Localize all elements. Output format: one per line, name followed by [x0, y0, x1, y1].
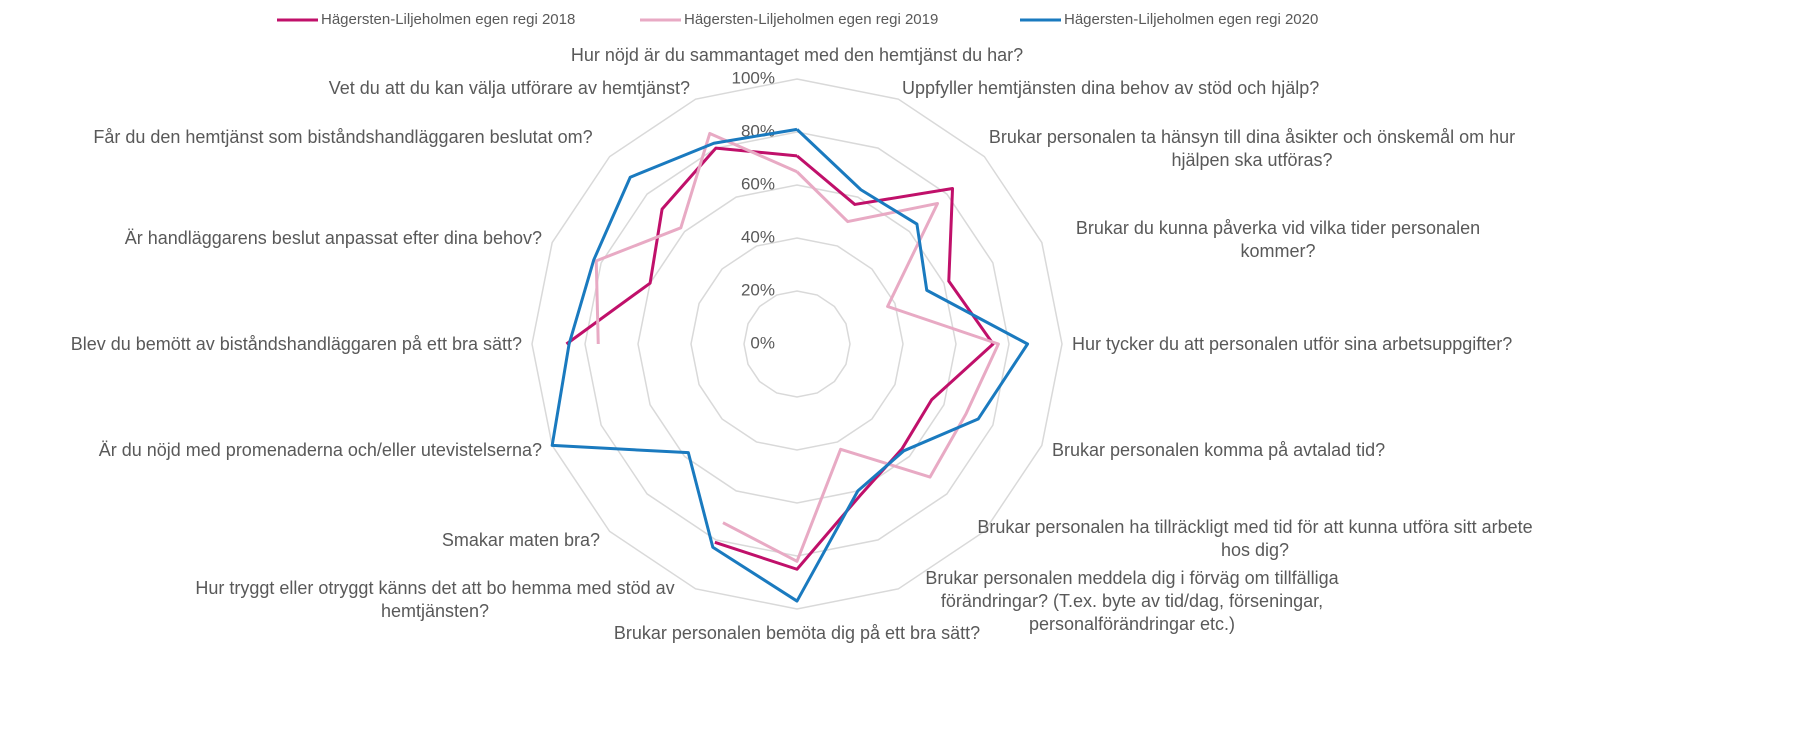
category-label: Är handläggarens beslut anpassat efter d…	[124, 228, 542, 248]
tick-label: 40%	[741, 227, 775, 246]
category-label: Brukar personalen komma på avtalad tid?	[1052, 440, 1386, 460]
category-label: Brukar du kunna påverka vid vilka tider …	[1075, 218, 1481, 261]
grid-ring	[690, 237, 904, 451]
grid-ring	[531, 78, 1063, 610]
series-line	[714, 154, 995, 571]
grid-ring	[743, 290, 851, 398]
legend-label: Hägersten-Liljeholmen egen regi 2019	[684, 11, 938, 28]
category-label: Smakar maten bra?	[441, 530, 600, 550]
category-label: Får du den hemtjänst som biståndshandläg…	[93, 127, 593, 147]
category-label: Brukar personalen ta hänsyn till dina ås…	[988, 127, 1516, 170]
category-label: Brukar personalen bemöta dig på ett bra …	[613, 623, 981, 643]
category-label: Uppfyller hemtjänsten dina behov av stöd…	[902, 78, 1320, 98]
legend-label: Hägersten-Liljeholmen egen regi 2020	[1064, 11, 1318, 28]
category-label: Vet du att du kan välja utförare av hemt…	[328, 78, 690, 98]
tick-label: 100%	[732, 68, 775, 87]
tick-label: 60%	[741, 174, 775, 193]
category-label: Brukar personalen meddela dig i förväg o…	[925, 568, 1339, 634]
legend-label: Hägersten-Liljeholmen egen regi 2018	[321, 11, 575, 28]
series-line	[722, 170, 1000, 563]
category-label: Hur nöjd är du sammantaget med den hemtj…	[570, 45, 1024, 65]
tick-label: 20%	[741, 280, 775, 299]
series-line	[565, 146, 798, 346]
grid-ring	[584, 131, 1010, 557]
tick-label: 0%	[750, 333, 775, 352]
category-label: Blev du bemött av biståndshandläggaren p…	[70, 334, 522, 354]
category-label: Är du nöjd med promenaderna och/eller ut…	[98, 440, 542, 460]
grid-ring	[637, 184, 957, 504]
category-label: Hur tryggt eller otryggt känns det att b…	[195, 578, 675, 621]
category-label: Hur tycker du att personalen utför sina …	[1072, 334, 1513, 354]
series-line	[594, 131, 798, 345]
category-label: Brukar personalen ha tillräckligt med ti…	[977, 517, 1533, 560]
series-line	[550, 127, 1030, 603]
